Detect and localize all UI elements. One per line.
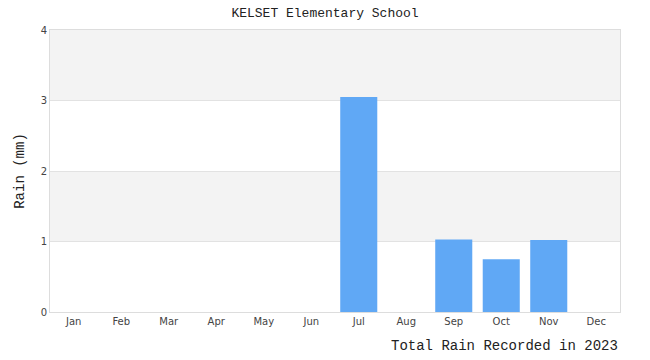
svg-text:0: 0 [41, 307, 47, 318]
svg-text:Total Rain Recorded in 2023: Total Rain Recorded in 2023 [391, 338, 618, 354]
svg-text:KELSET Elementary School: KELSET Elementary School [231, 6, 418, 21]
svg-text:Jun: Jun [302, 316, 319, 327]
svg-text:Rain (mm): Rain (mm) [12, 133, 28, 209]
svg-text:3: 3 [41, 95, 47, 106]
svg-text:Oct: Oct [493, 316, 510, 327]
svg-text:Jan: Jan [65, 316, 81, 327]
svg-text:Apr: Apr [208, 316, 226, 327]
svg-text:Dec: Dec [587, 316, 606, 327]
svg-text:4: 4 [41, 25, 47, 36]
svg-text:Feb: Feb [112, 316, 130, 327]
svg-text:Mar: Mar [159, 316, 179, 327]
svg-text:Sep: Sep [444, 316, 463, 327]
svg-text:2: 2 [41, 166, 47, 177]
svg-text:1: 1 [41, 236, 47, 247]
svg-text:May: May [253, 316, 274, 327]
svg-text:Nov: Nov [539, 316, 559, 327]
svg-text:Jul: Jul [352, 316, 365, 327]
svg-text:Aug: Aug [396, 316, 416, 327]
